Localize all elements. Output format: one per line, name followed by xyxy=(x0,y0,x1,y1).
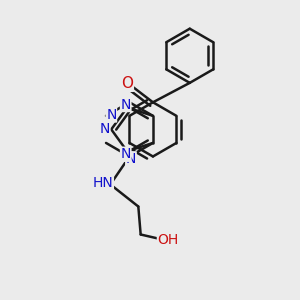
Text: N: N xyxy=(106,108,116,122)
Text: O: O xyxy=(121,76,133,91)
Text: N: N xyxy=(121,98,131,112)
Text: HN: HN xyxy=(93,176,113,190)
Text: N: N xyxy=(121,147,131,161)
Text: N: N xyxy=(126,152,136,166)
Text: OH: OH xyxy=(158,233,179,248)
Text: N: N xyxy=(100,122,110,136)
